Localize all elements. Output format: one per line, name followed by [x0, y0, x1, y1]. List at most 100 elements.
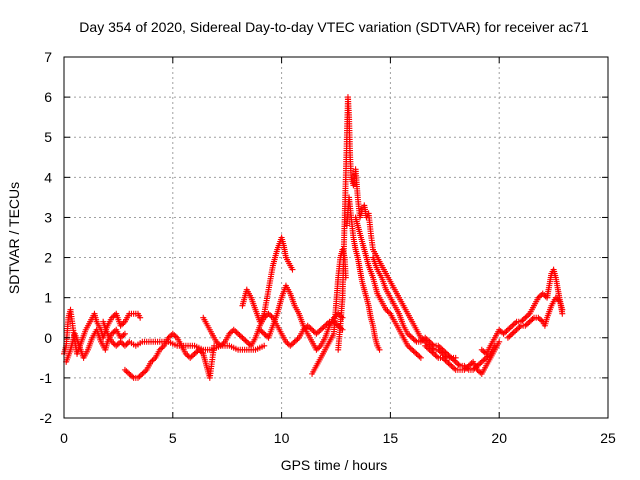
data-track-9 [335, 94, 498, 373]
data-point [409, 334, 416, 341]
chart-title: Day 354 of 2020, Sidereal Day-to-day VTE… [79, 19, 589, 35]
y-tick-label: 6 [44, 89, 52, 105]
data-point [512, 328, 519, 335]
data-point [433, 353, 440, 360]
y-axis-ticks: -2 -1 0 1 2 3 4 5 6 7 [40, 49, 608, 426]
data-point [320, 324, 327, 331]
data-point [503, 328, 510, 335]
data-point [261, 342, 268, 349]
data-point [528, 317, 535, 324]
data-point [506, 333, 513, 340]
data-point [414, 352, 421, 359]
data-point [123, 341, 130, 348]
data-point [422, 342, 429, 349]
data-point [477, 360, 484, 367]
data-point [442, 357, 449, 364]
data-point [319, 325, 326, 332]
data-point [446, 361, 453, 368]
data-point [507, 324, 514, 331]
data-point [412, 349, 419, 356]
data-point [410, 348, 417, 355]
x-tick-label: 10 [274, 430, 290, 446]
data-point [449, 364, 456, 371]
data-point [119, 340, 126, 347]
data-point [262, 332, 269, 339]
data-point [291, 338, 298, 345]
data-point [454, 360, 461, 367]
plot-frame [63, 56, 609, 419]
data-point [452, 354, 459, 361]
data-point [541, 291, 548, 298]
data-point [449, 356, 456, 363]
data-point [441, 348, 448, 355]
data-series-sdtvar [61, 94, 566, 381]
data-point [232, 328, 239, 335]
data-point [448, 362, 455, 369]
data-point [126, 370, 133, 377]
data-point [426, 338, 433, 345]
y-tick-label: 3 [44, 209, 52, 225]
data-point [510, 329, 517, 336]
data-point [478, 358, 485, 365]
y-tick-label: -2 [40, 410, 53, 426]
data-point [559, 306, 566, 313]
data-point [432, 352, 439, 359]
data-point [266, 312, 273, 319]
data-point [307, 325, 314, 332]
data-point [242, 337, 249, 344]
data-point [293, 337, 300, 344]
data-point [124, 369, 131, 376]
y-tick-label: 4 [44, 169, 52, 185]
data-point [522, 314, 529, 321]
data-point [412, 337, 419, 344]
data-point [442, 349, 449, 356]
data-point [422, 334, 429, 341]
data-point [436, 344, 443, 351]
data-point [446, 353, 453, 360]
y-tick-label: 1 [44, 290, 52, 306]
data-point [313, 330, 320, 337]
data-point [236, 332, 243, 339]
data-point [515, 325, 522, 332]
data-point [188, 353, 195, 360]
data-point [169, 330, 176, 337]
data-point [187, 354, 194, 361]
data-track-2 [63, 326, 128, 365]
x-tick-label: 15 [383, 430, 399, 446]
data-point [428, 348, 435, 355]
data-point [416, 353, 423, 360]
data-point [140, 369, 147, 376]
y-tick-label: -1 [40, 370, 53, 386]
data-point [190, 352, 197, 359]
data-point [451, 365, 458, 372]
data-point [407, 333, 414, 340]
y-tick-label: 0 [44, 330, 52, 346]
data-point [129, 373, 136, 380]
data-point [523, 321, 530, 328]
data-point [520, 316, 527, 323]
data-point [425, 337, 432, 344]
data-point [407, 345, 414, 352]
y-axis-label: SDTVAR / TECUs [6, 182, 22, 294]
data-point [317, 326, 324, 333]
data-point [480, 348, 487, 355]
data-point [509, 322, 516, 329]
data-point [290, 340, 297, 347]
x-axis-label: GPS time / hours [281, 457, 388, 473]
data-track-6 [239, 234, 296, 325]
data-point [478, 346, 485, 353]
x-tick-label: 20 [491, 430, 507, 446]
data-point [451, 357, 458, 364]
x-tick-label: 0 [60, 430, 68, 446]
data-point [512, 320, 519, 327]
data-point [121, 366, 128, 373]
data-point [316, 328, 323, 335]
data-point [245, 340, 252, 347]
data-track-11 [352, 214, 424, 361]
data-point [504, 334, 511, 341]
data-point [510, 321, 517, 328]
data-point [235, 330, 242, 337]
data-point [438, 345, 445, 352]
data-point [117, 338, 124, 345]
